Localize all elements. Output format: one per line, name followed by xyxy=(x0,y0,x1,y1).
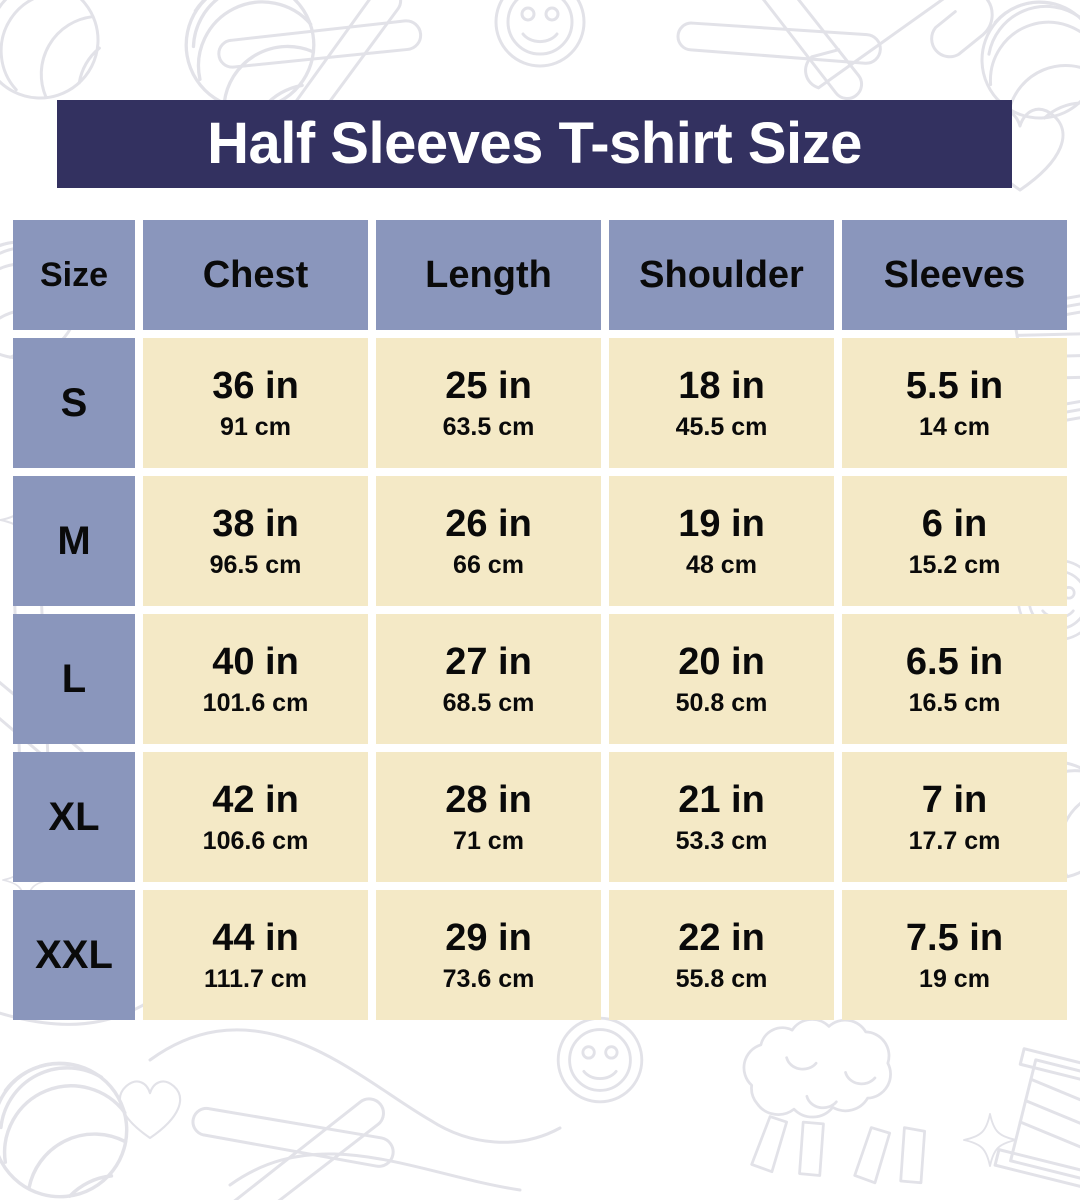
value-centimeters: 106.6 cm xyxy=(202,826,309,855)
table-row: XXL 44 in 111.7 cm 29 in 73.6 cm 22 in 5… xyxy=(13,890,1067,1020)
header-cell-size: Size xyxy=(13,220,135,330)
size-label: S xyxy=(60,381,88,425)
value-inches: 26 in xyxy=(445,502,532,545)
value-centimeters: 101.6 cm xyxy=(202,688,309,717)
value-centimeters: 14 cm xyxy=(919,412,990,441)
value-inches: 44 in xyxy=(212,916,299,959)
cell-sleeves: 6 in 15.2 cm xyxy=(842,476,1067,606)
value-centimeters: 71 cm xyxy=(453,826,524,855)
size-table: Size Chest Length Shoulder Sleeves S 36 … xyxy=(13,220,1067,1020)
value-centimeters: 15.2 cm xyxy=(908,550,1001,579)
value-inches: 21 in xyxy=(678,778,765,821)
header-label-chest: Chest xyxy=(202,254,309,296)
table-row: M 38 in 96.5 cm 26 in 66 cm 19 in 48 cm … xyxy=(13,476,1067,606)
row-size-cell: L xyxy=(13,614,135,744)
value-centimeters: 91 cm xyxy=(220,412,291,441)
cell-length: 26 in 66 cm xyxy=(376,476,601,606)
value-centimeters: 17.7 cm xyxy=(908,826,1001,855)
value-inches: 42 in xyxy=(212,778,299,821)
cell-sleeves: 7 in 17.7 cm xyxy=(842,752,1067,882)
header-cell-shoulder: Shoulder xyxy=(609,220,834,330)
cell-chest: 36 in 91 cm xyxy=(143,338,368,468)
cell-length: 29 in 73.6 cm xyxy=(376,890,601,1020)
value-inches: 6.5 in xyxy=(905,640,1004,683)
table-row: XL 42 in 106.6 cm 28 in 71 cm 21 in 53.3… xyxy=(13,752,1067,882)
value-centimeters: 111.7 cm xyxy=(204,964,307,993)
value-inches: 40 in xyxy=(212,640,299,683)
size-label: XXL xyxy=(35,933,113,977)
size-label: L xyxy=(61,657,87,701)
value-inches: 6 in xyxy=(921,502,988,545)
row-size-cell: M xyxy=(13,476,135,606)
cell-length: 25 in 63.5 cm xyxy=(376,338,601,468)
value-centimeters: 53.3 cm xyxy=(675,826,768,855)
cell-chest: 42 in 106.6 cm xyxy=(143,752,368,882)
value-centimeters: 68.5 cm xyxy=(442,688,535,717)
value-centimeters: 48 cm xyxy=(686,550,757,579)
cell-sleeves: 6.5 in 16.5 cm xyxy=(842,614,1067,744)
header-label-shoulder: Shoulder xyxy=(639,254,804,296)
header-cell-chest: Chest xyxy=(143,220,368,330)
cell-length: 27 in 68.5 cm xyxy=(376,614,601,744)
cell-length: 28 in 71 cm xyxy=(376,752,601,882)
header-label-length: Length xyxy=(425,254,552,296)
value-inches: 38 in xyxy=(212,502,299,545)
header-cell-length: Length xyxy=(376,220,601,330)
row-size-cell: XL xyxy=(13,752,135,882)
value-inches: 25 in xyxy=(445,364,532,407)
cell-shoulder: 21 in 53.3 cm xyxy=(609,752,834,882)
header-label-size: Size xyxy=(39,256,109,294)
header-label-sleeves: Sleeves xyxy=(883,254,1026,296)
value-centimeters: 73.6 cm xyxy=(442,964,535,993)
value-centimeters: 16.5 cm xyxy=(908,688,1001,717)
table-header-row: Size Chest Length Shoulder Sleeves xyxy=(13,220,1067,330)
row-size-cell: S xyxy=(13,338,135,468)
value-centimeters: 63.5 cm xyxy=(442,412,535,441)
cell-sleeves: 7.5 in 19 cm xyxy=(842,890,1067,1020)
row-size-cell: XXL xyxy=(13,890,135,1020)
value-inches: 7 in xyxy=(921,778,988,821)
value-centimeters: 55.8 cm xyxy=(675,964,768,993)
value-inches: 22 in xyxy=(678,916,765,959)
cell-chest: 38 in 96.5 cm xyxy=(143,476,368,606)
cell-chest: 40 in 101.6 cm xyxy=(143,614,368,744)
value-inches: 7.5 in xyxy=(905,916,1004,959)
cell-shoulder: 20 in 50.8 cm xyxy=(609,614,834,744)
value-centimeters: 19 cm xyxy=(919,964,990,993)
page-title: Half Sleeves T-shirt Size xyxy=(207,111,862,176)
size-label: M xyxy=(57,519,91,563)
value-centimeters: 45.5 cm xyxy=(675,412,768,441)
cell-shoulder: 18 in 45.5 cm xyxy=(609,338,834,468)
cell-chest: 44 in 111.7 cm xyxy=(143,890,368,1020)
value-inches: 19 in xyxy=(678,502,765,545)
value-inches: 5.5 in xyxy=(905,364,1004,407)
table-row: L 40 in 101.6 cm 27 in 68.5 cm 20 in 50.… xyxy=(13,614,1067,744)
value-inches: 28 in xyxy=(445,778,532,821)
value-centimeters: 66 cm xyxy=(453,550,524,579)
value-inches: 27 in xyxy=(445,640,532,683)
value-inches: 29 in xyxy=(445,916,532,959)
value-inches: 18 in xyxy=(678,364,765,407)
value-inches: 36 in xyxy=(212,364,299,407)
value-inches: 20 in xyxy=(678,640,765,683)
size-label: XL xyxy=(48,795,100,839)
cell-sleeves: 5.5 in 14 cm xyxy=(842,338,1067,468)
chart-title-bar: Half Sleeves T-shirt Size xyxy=(57,100,1012,188)
header-cell-sleeves: Sleeves xyxy=(842,220,1067,330)
value-centimeters: 50.8 cm xyxy=(675,688,768,717)
cell-shoulder: 19 in 48 cm xyxy=(609,476,834,606)
value-centimeters: 96.5 cm xyxy=(209,550,302,579)
table-row: S 36 in 91 cm 25 in 63.5 cm 18 in 45.5 c… xyxy=(13,338,1067,468)
cell-shoulder: 22 in 55.8 cm xyxy=(609,890,834,1020)
